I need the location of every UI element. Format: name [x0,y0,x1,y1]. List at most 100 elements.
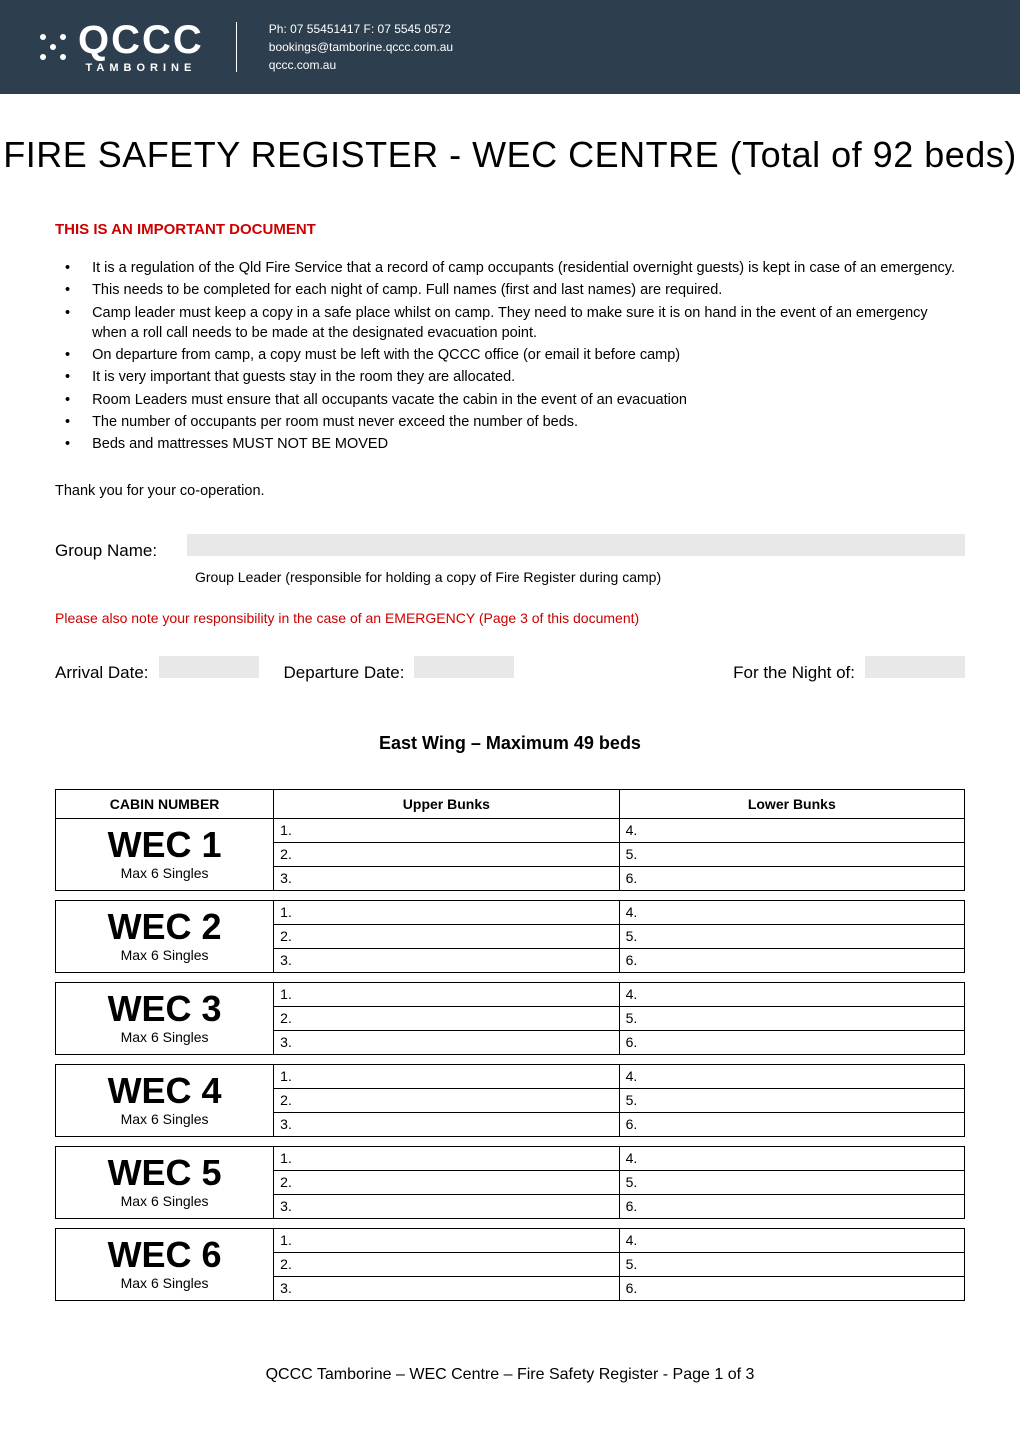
spacer-row [56,890,965,900]
upper-bunk-cell[interactable]: 2. [274,924,619,948]
bullet-item: It is very important that guests stay in… [55,367,965,387]
cabin-name: WEC 5 [60,1155,269,1191]
arrival-date-field[interactable] [159,656,259,678]
table-header-row: CABIN NUMBER Upper Bunks Lower Bunks [56,789,965,818]
night-of-label: For the Night of: [733,663,855,683]
cabin-name-cell: WEC 5 Max 6 Singles [56,1146,274,1218]
contact-phone: Ph: 07 55451417 F: 07 5545 0572 [269,20,453,38]
cabin-name: WEC 2 [60,909,269,945]
bullet-item: Room Leaders must ensure that all occupa… [55,390,965,410]
upper-bunk-cell[interactable]: 1. [274,1228,619,1252]
table-row: WEC 6Max 6 Singles1.4. [56,1228,965,1252]
cabin-name: WEC 3 [60,991,269,1027]
lower-bunk-cell[interactable]: 4. [619,900,964,924]
bullet-item: Camp leader must keep a copy in a safe p… [55,303,965,344]
upper-bunk-cell[interactable]: 2. [274,1252,619,1276]
thanks-text: Thank you for your co-operation. [55,483,965,499]
lower-bunk-cell[interactable]: 4. [619,818,964,842]
departure-date-field[interactable] [414,656,514,678]
group-name-row: Group Name: [55,534,965,561]
lower-bunk-cell[interactable]: 6. [619,1194,964,1218]
cabin-max: Max 6 Singles [60,1111,269,1127]
cabin-name-cell: WEC 6 Max 6 Singles [56,1228,274,1300]
bullet-item: This needs to be completed for each nigh… [55,280,965,300]
lower-bunk-cell[interactable]: 5. [619,1006,964,1030]
bullet-item: Beds and mattresses MUST NOT BE MOVED [55,434,965,454]
table-row: WEC 3Max 6 Singles1.4. [56,982,965,1006]
upper-bunk-cell[interactable]: 2. [274,1170,619,1194]
upper-bunk-cell[interactable]: 3. [274,1030,619,1054]
header-upper-bunks: Upper Bunks [274,789,619,818]
contact-email: bookings@tamborine.qccc.com.au [269,38,453,56]
cabin-max: Max 6 Singles [60,1275,269,1291]
arrival-date-label: Arrival Date: [55,663,149,683]
emergency-note: Please also note your responsibility in … [55,610,965,626]
upper-bunk-cell[interactable]: 1. [274,1064,619,1088]
lower-bunk-cell[interactable]: 6. [619,1030,964,1054]
lower-bunk-cell[interactable]: 5. [619,924,964,948]
lower-bunk-cell[interactable]: 5. [619,842,964,866]
logo-dots-icon [40,34,66,60]
lower-bunk-cell[interactable]: 5. [619,1088,964,1112]
dates-row: Arrival Date: Departure Date: For the Ni… [55,656,965,683]
logo-sub: TAMBORINE [85,62,196,74]
bullet-list: It is a regulation of the Qld Fire Servi… [55,258,965,455]
logo-block: QCCC TAMBORINE [40,20,204,74]
lower-bunk-cell[interactable]: 4. [619,1064,964,1088]
lower-bunk-cell[interactable]: 4. [619,982,964,1006]
header-cabin-number: CABIN NUMBER [56,789,274,818]
cabin-name-cell: WEC 4 Max 6 Singles [56,1064,274,1136]
cabin-name: WEC 6 [60,1237,269,1273]
upper-bunk-cell[interactable]: 1. [274,982,619,1006]
lower-bunk-cell[interactable]: 4. [619,1228,964,1252]
night-of-field[interactable] [865,656,965,678]
lower-bunk-cell[interactable]: 6. [619,1112,964,1136]
cabins-table: CABIN NUMBER Upper Bunks Lower Bunks WEC… [55,789,965,1301]
upper-bunk-cell[interactable]: 3. [274,948,619,972]
table-row: WEC 4Max 6 Singles1.4. [56,1064,965,1088]
upper-bunk-cell[interactable]: 3. [274,866,619,890]
lower-bunk-cell[interactable]: 5. [619,1170,964,1194]
logo-main: QCCC [78,20,204,60]
upper-bunk-cell[interactable]: 3. [274,1276,619,1300]
spacer-row [56,972,965,982]
table-row: WEC 1Max 6 Singles1.4. [56,818,965,842]
lower-bunk-cell[interactable]: 6. [619,948,964,972]
cabin-name-cell: WEC 1Max 6 Singles [56,818,274,890]
upper-bunk-cell[interactable]: 2. [274,842,619,866]
bullet-item: It is a regulation of the Qld Fire Servi… [55,258,965,278]
upper-bunk-cell[interactable]: 3. [274,1112,619,1136]
upper-bunk-cell[interactable]: 2. [274,1006,619,1030]
cabin-name-cell: WEC 2 Max 6 Singles [56,900,274,972]
cabin-name-cell: WEC 3 Max 6 Singles [56,982,274,1054]
wing-title: East Wing – Maximum 49 beds [55,733,965,754]
cabin-max: Max 6 Singles [60,1193,269,1209]
spacer-row [56,1136,965,1146]
page-title: FIRE SAFETY REGISTER - WEC CENTRE (Total… [0,134,1020,176]
departure-date-label: Departure Date: [284,663,405,683]
group-name-field[interactable] [187,534,965,556]
cabin-max: Max 6 Singles [60,947,269,963]
lower-bunk-cell[interactable]: 6. [619,1276,964,1300]
bullet-item: On departure from camp, a copy must be l… [55,345,965,365]
group-leader-note: Group Leader (responsible for holding a … [195,569,965,585]
cabin-name: WEC 4 [60,1073,269,1109]
upper-bunk-cell[interactable]: 2. [274,1088,619,1112]
header-divider [236,22,237,72]
upper-bunk-cell[interactable]: 1. [274,1146,619,1170]
table-row: WEC 2Max 6 Singles1.4. [56,900,965,924]
spacer-row [56,1054,965,1064]
cabin-max: Max 6 Singles [60,865,269,881]
bullet-item: The number of occupants per room must ne… [55,412,965,432]
upper-bunk-cell[interactable]: 3. [274,1194,619,1218]
table-row: WEC 5Max 6 Singles1.4. [56,1146,965,1170]
header-lower-bunks: Lower Bunks [619,789,964,818]
spacer-row [56,1218,965,1228]
lower-bunk-cell[interactable]: 6. [619,866,964,890]
page-footer: QCCC Tamborine – WEC Centre – Fire Safet… [0,1331,1020,1404]
lower-bunk-cell[interactable]: 5. [619,1252,964,1276]
upper-bunk-cell[interactable]: 1. [274,900,619,924]
cabin-max: Max 6 Singles [60,1029,269,1045]
upper-bunk-cell[interactable]: 1. [274,818,619,842]
lower-bunk-cell[interactable]: 4. [619,1146,964,1170]
